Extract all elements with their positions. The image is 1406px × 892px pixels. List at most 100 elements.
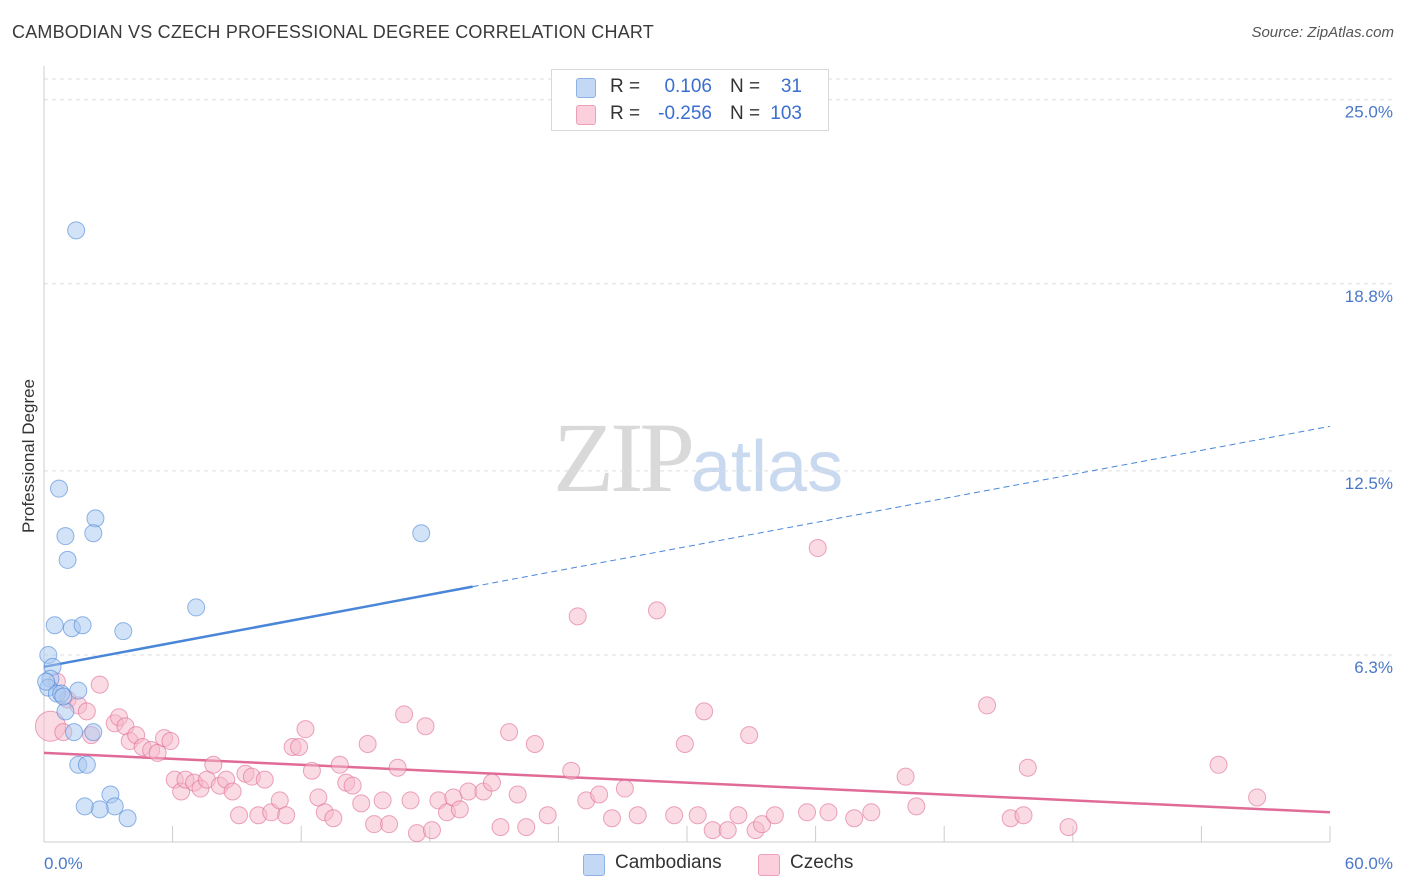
point-czech	[395, 705, 414, 724]
correlation-legend: R = 0.106 N = 31 R = -0.256 N = 103	[551, 69, 829, 131]
legend-r-value: -0.256	[658, 103, 712, 124]
point-cambodian	[50, 479, 69, 498]
point-czech	[718, 821, 737, 840]
point-cambodian	[58, 550, 77, 569]
point-czech	[845, 809, 864, 828]
point-czech	[1209, 755, 1228, 774]
point-czech	[500, 723, 519, 742]
point-czech	[491, 818, 510, 837]
point-czech	[77, 702, 96, 721]
y-tick-label: 12.5%	[1345, 474, 1393, 493]
legend-swatch-cambodians	[583, 854, 605, 876]
legend-row-cambodians: R = 0.106 N = 31	[552, 74, 828, 100]
point-cambodian	[90, 800, 109, 819]
point-cambodian	[412, 524, 431, 543]
point-cambodian	[86, 509, 105, 528]
point-czech	[302, 761, 321, 780]
point-czech	[365, 815, 384, 834]
x-tick-label: 0.0%	[44, 854, 83, 873]
chart-title: CAMBODIAN VS CZECH PROFESSIONAL DEGREE C…	[12, 22, 654, 42]
point-cambodian	[75, 797, 94, 816]
point-cambodian	[54, 687, 73, 706]
trend-line-cambodians	[43, 585, 473, 669]
point-czech	[380, 815, 399, 834]
legend-row-czechs: R = -0.256 N = 103	[552, 101, 828, 127]
point-czech	[330, 755, 349, 774]
point-czech	[798, 803, 817, 822]
point-czech	[324, 809, 343, 828]
point-czech	[482, 773, 501, 792]
point-czech	[665, 806, 684, 825]
point-czech	[729, 806, 748, 825]
point-czech	[562, 761, 581, 780]
point-czech	[407, 824, 426, 843]
axes	[43, 66, 1331, 843]
point-czech	[517, 818, 536, 837]
watermark: ZIPatlas	[553, 400, 843, 515]
tick-labels: 6.3% 12.5% 18.8% 25.0% 0.0% 60.0%	[44, 103, 1393, 873]
y-tick-label: 25.0%	[1345, 103, 1393, 122]
point-czech	[450, 800, 469, 819]
point-czech	[90, 675, 109, 694]
point-czech	[525, 735, 544, 754]
point-czech	[270, 791, 289, 810]
point-czech	[343, 776, 362, 795]
x-tick-label: 60.0%	[1345, 854, 1393, 873]
point-czech	[602, 809, 621, 828]
point-czech	[1059, 818, 1078, 837]
point-czech	[277, 806, 296, 825]
point-czech	[615, 779, 634, 798]
trend-lines	[43, 425, 1331, 814]
point-cambodian	[56, 702, 75, 721]
point-czech	[309, 788, 328, 807]
point-czech	[896, 767, 915, 786]
point-czech	[148, 743, 167, 762]
point-czech	[358, 735, 377, 754]
point-czech	[1014, 806, 1033, 825]
trend-line-czechs	[43, 751, 1331, 814]
point-cambodian	[187, 598, 206, 617]
point-cambodian	[77, 755, 96, 774]
legend-r-label: R =	[610, 103, 641, 124]
watermark-zip: ZIP	[553, 402, 695, 513]
source-label: Source: ZipAtlas.com	[1251, 24, 1394, 41]
y-tick-label: 18.8%	[1345, 287, 1393, 306]
point-czech	[703, 821, 722, 840]
point-cambodian	[84, 524, 103, 543]
grid-lines	[44, 78, 1395, 656]
point-czech	[568, 607, 587, 626]
point-czech	[290, 737, 309, 756]
point-czech	[255, 770, 274, 789]
point-czech	[416, 717, 435, 736]
point-cambodian	[84, 723, 103, 742]
point-czech	[695, 702, 714, 721]
legend-n-label: N =	[730, 76, 761, 97]
legend-n-label: N =	[730, 103, 761, 124]
point-czech	[647, 601, 666, 620]
point-czech	[590, 785, 609, 804]
point-cambodian	[73, 616, 92, 635]
point-cambodian	[67, 221, 86, 240]
point-czech	[538, 806, 557, 825]
y-axis-title: Professional Degree	[19, 379, 38, 533]
point-cambodian	[37, 672, 56, 691]
legend-n-value: 103	[770, 103, 802, 124]
legend-swatch-czechs	[758, 854, 780, 876]
point-czech	[628, 806, 647, 825]
y-tick-label: 6.3%	[1354, 658, 1393, 677]
point-czech	[1248, 788, 1267, 807]
point-cambodian	[114, 622, 133, 641]
point-cambodian	[69, 681, 88, 700]
point-czech	[978, 696, 997, 715]
point-czech	[907, 797, 926, 816]
legend-swatch-cambodians	[576, 78, 596, 98]
point-czech	[819, 803, 838, 822]
legend-n-value: 31	[780, 76, 802, 97]
point-czech	[1018, 758, 1037, 777]
point-czech	[388, 758, 407, 777]
point-czech	[230, 806, 249, 825]
point-czech	[352, 794, 371, 813]
point-czech	[675, 735, 694, 754]
point-cambodian	[65, 723, 84, 742]
